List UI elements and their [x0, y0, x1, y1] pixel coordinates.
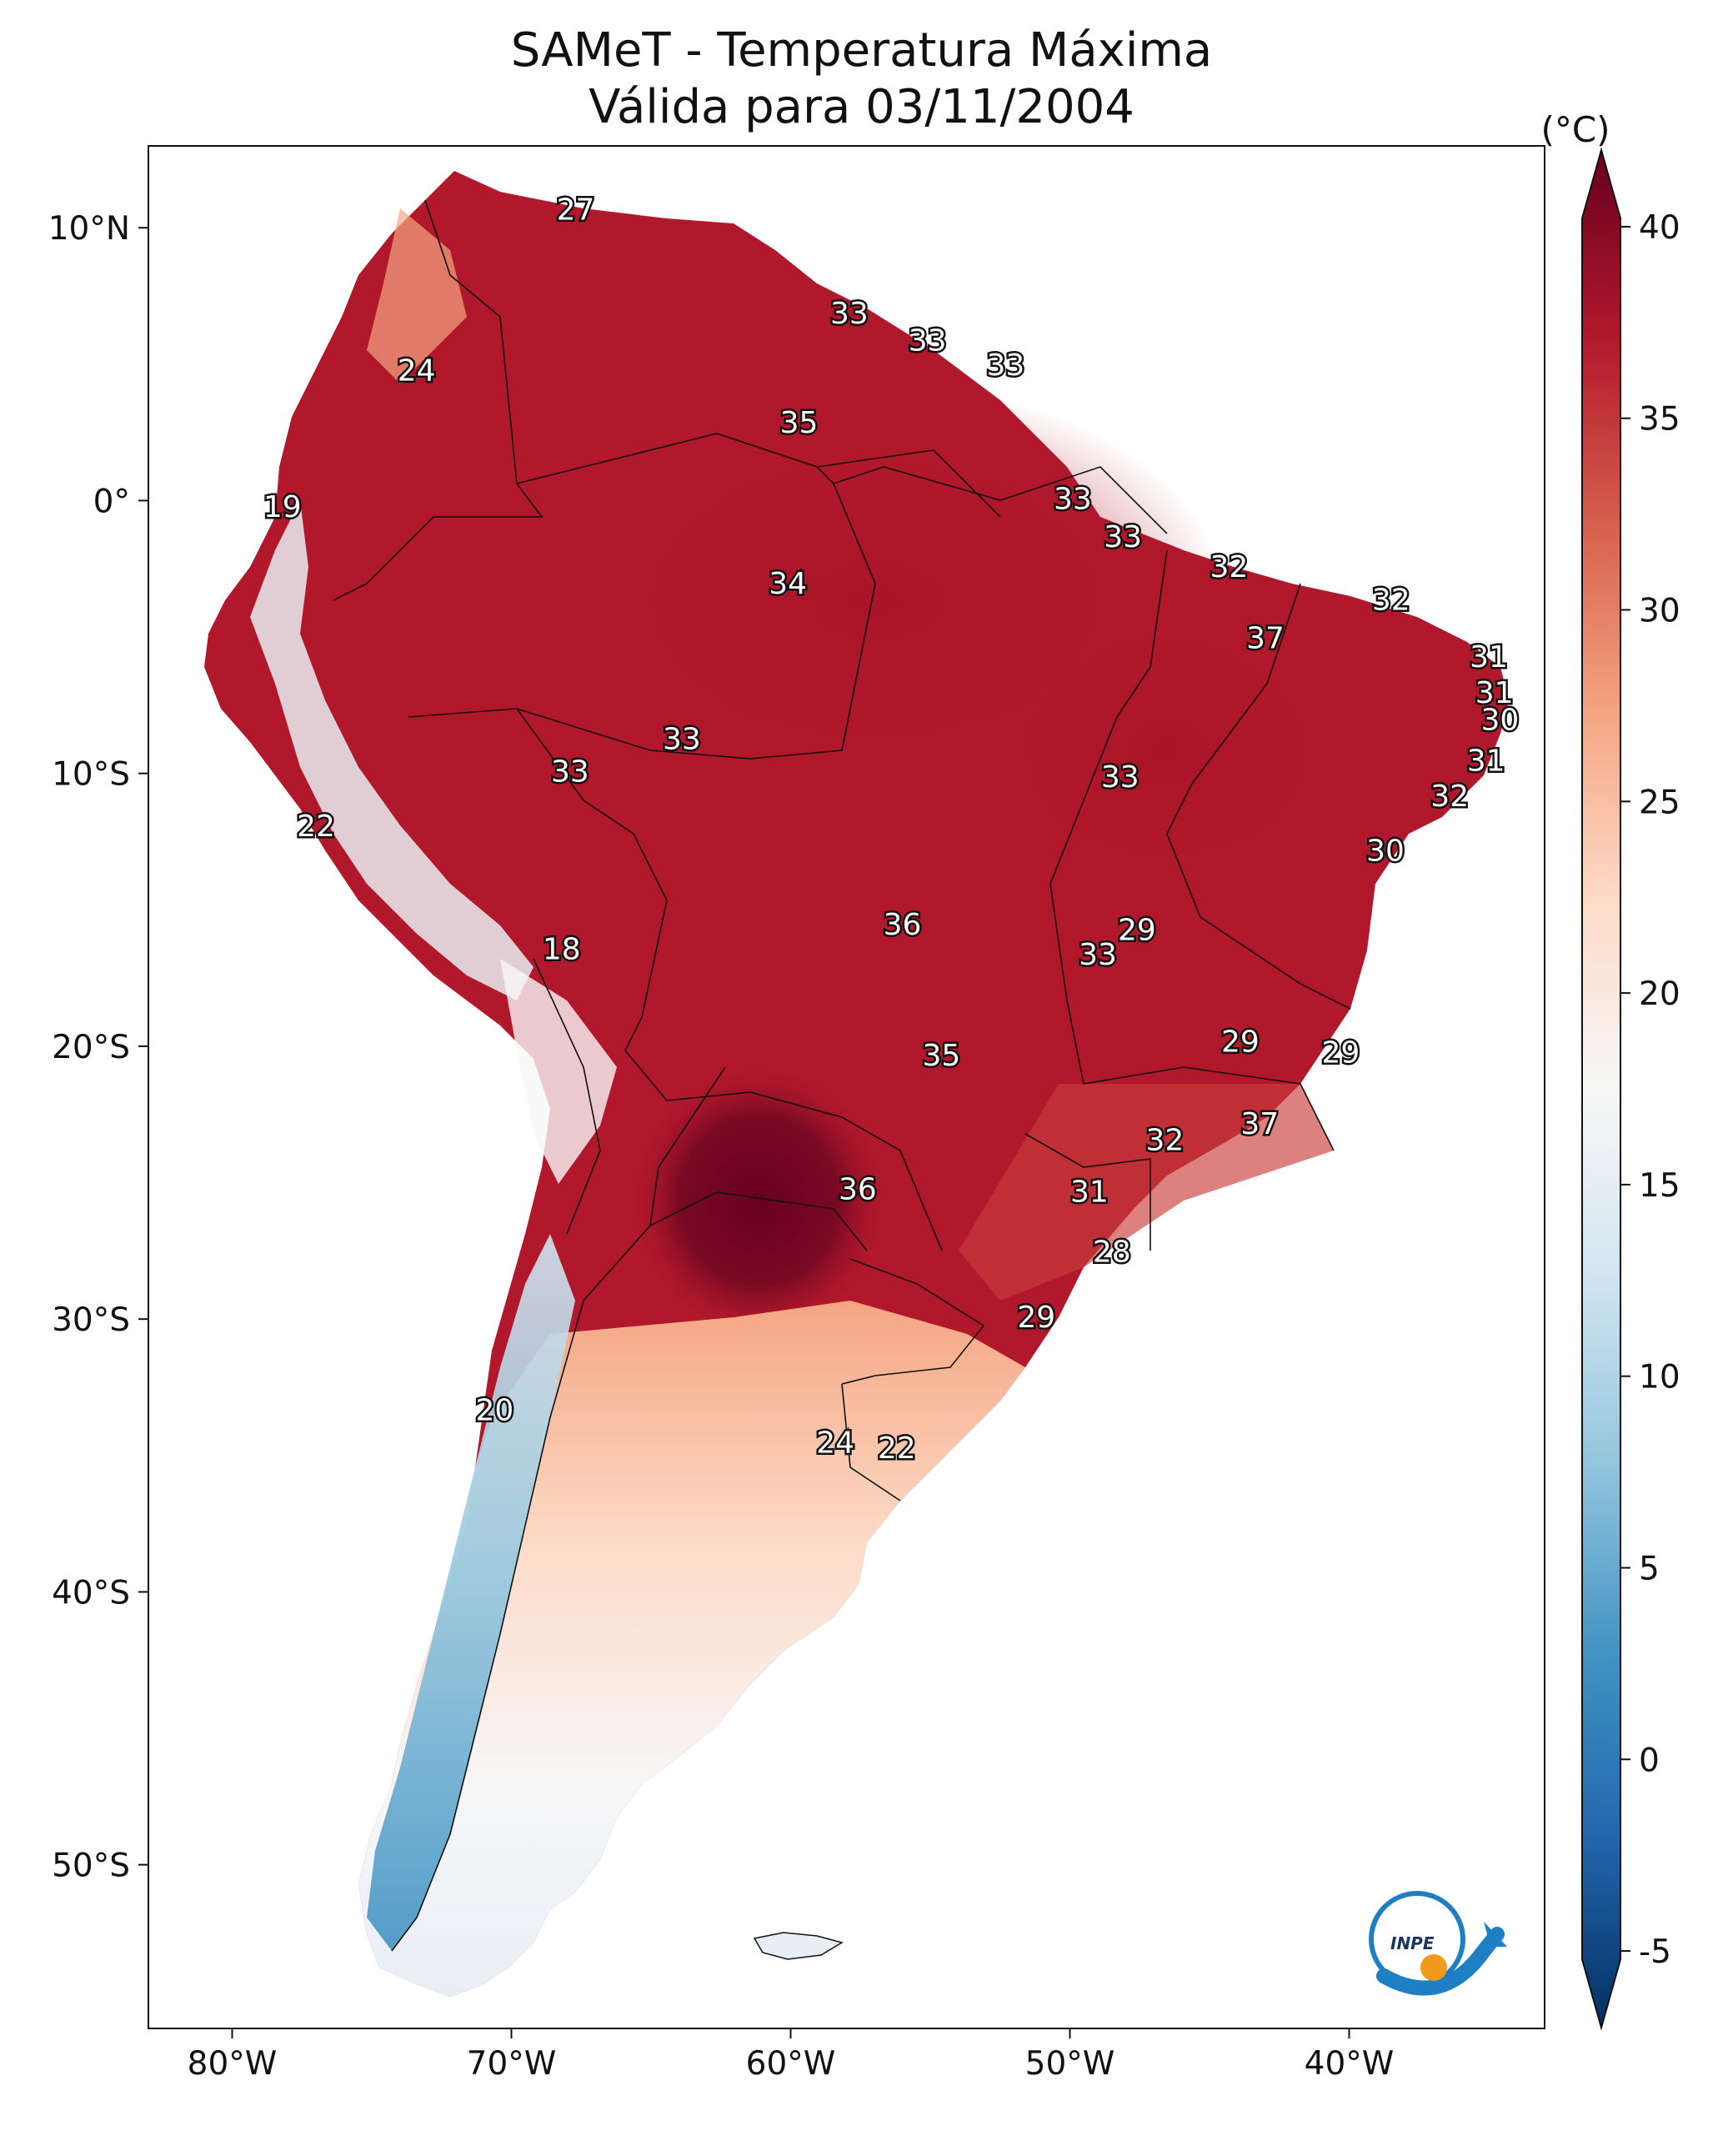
- station-value-label: 29: [1221, 1025, 1260, 1060]
- colorbar: 40 35 30 25 20 15 10 5 0 -5 (°C): [1540, 109, 1680, 2031]
- colorbar-tick-label: 15: [1639, 1167, 1680, 1205]
- lon-tick-label: 50°W: [1025, 2045, 1115, 2083]
- station-value-label: 32: [1145, 1123, 1184, 1157]
- plot-frame: [148, 145, 1545, 2029]
- colorbar-ticks: 40 35 30 25 20 15 10 5 0 -5: [1620, 209, 1680, 1971]
- station-value-label: 32: [1430, 780, 1469, 814]
- altiplano: [500, 959, 617, 1184]
- station-value-label: 29: [1118, 913, 1156, 947]
- station-value-label: 33: [830, 297, 869, 331]
- map-subtitle: Válida para 03/11/2004: [589, 80, 1134, 134]
- station-value-label: 33: [1054, 482, 1092, 516]
- logo-text: INPE: [1390, 1933, 1435, 1953]
- station-value-label: 30: [1366, 835, 1405, 869]
- map-title: SAMeT - Temperatura Máxima: [510, 23, 1213, 78]
- station-value-label: 33: [909, 324, 947, 358]
- station-value-label: 29: [1017, 1301, 1055, 1335]
- lat-tick-label: 30°S: [52, 1301, 130, 1339]
- station-value-label: 35: [780, 406, 819, 440]
- lat-tick-label: 20°S: [52, 1029, 130, 1066]
- station-value-label: 35: [922, 1039, 960, 1073]
- colorbar-tick-label: 30: [1639, 593, 1680, 630]
- northeast-hot-zone: [950, 584, 1384, 917]
- logo-sun-icon: [1420, 1954, 1447, 1981]
- station-value-label: 33: [551, 755, 589, 790]
- chaco-hot-core: [625, 1059, 892, 1342]
- logo-arc-icon: [1376, 1927, 1505, 1996]
- andes-cold-strip-south: [367, 1234, 575, 1951]
- lat-tick-label: 10°N: [48, 210, 130, 248]
- lat-tick-label: 0°: [93, 483, 130, 520]
- colorbar-tick-label: 35: [1639, 401, 1680, 439]
- lon-tick-label: 80°W: [188, 2045, 278, 2083]
- map-panel: [204, 171, 1509, 1997]
- station-value-label: 31: [1467, 745, 1505, 779]
- station-value-label: 24: [398, 354, 436, 389]
- colorbar-tick-label: 40: [1639, 209, 1680, 247]
- station-value-label: 32: [1372, 584, 1410, 618]
- station-value-label: 18: [543, 932, 581, 966]
- station-value-label: 22: [297, 810, 335, 844]
- logo-arrow-icon: [1484, 1922, 1507, 1947]
- station-value-label: 24: [816, 1426, 854, 1461]
- andes-cold-strip-north: [250, 500, 533, 1000]
- lon-tick-label: 70°W: [467, 2045, 557, 2083]
- station-value-label: 31: [1070, 1176, 1109, 1210]
- southeast-zone: [959, 1084, 1334, 1301]
- colorbar-tick-label: 5: [1639, 1550, 1660, 1587]
- inpe-logo: INPE: [1369, 1891, 1507, 1996]
- station-value-label: 33: [1101, 760, 1139, 795]
- station-value-label: 20: [475, 1393, 513, 1427]
- station-value-label: 36: [884, 908, 922, 942]
- station-value-label: 22: [878, 1431, 916, 1466]
- station-value-label: 28: [1093, 1236, 1131, 1270]
- colorbar-tick-label: 10: [1639, 1359, 1680, 1396]
- station-labels: 2724193333333533333232373131303132303433…: [261, 191, 1520, 1468]
- colorbar-tick-label: 0: [1639, 1742, 1660, 1779]
- station-value-label: 19: [263, 490, 302, 524]
- lat-tick-label: 10°S: [52, 756, 130, 794]
- station-value-label: 36: [839, 1172, 877, 1206]
- station-value-label: 37: [1240, 1107, 1279, 1141]
- station-value-label: 30: [1480, 703, 1519, 737]
- latitude-axis: 10°N 0° 10°S 20°S 30°S 40°S 50°S: [48, 210, 148, 1885]
- lon-tick-label: 60°W: [746, 2045, 836, 2083]
- station-value-label: 31: [1470, 640, 1508, 674]
- station-value-label: 37: [1246, 621, 1285, 655]
- colorbar-bar: [1581, 147, 1621, 2031]
- colorbar-tick-label: 20: [1639, 975, 1680, 1013]
- colorbar-tick-label: -5: [1639, 1933, 1671, 1971]
- lat-tick-label: 50°S: [52, 1848, 130, 1885]
- colorbar-tick-label: 25: [1639, 784, 1680, 821]
- lat-tick-label: 40°S: [52, 1574, 130, 1612]
- station-value-label: 31: [1475, 676, 1514, 710]
- station-value-label: 33: [1079, 938, 1117, 972]
- station-value-label: 33: [663, 722, 701, 756]
- country-borders: [333, 199, 1351, 1952]
- station-value-label: 27: [557, 193, 595, 228]
- station-value-label: 32: [1210, 550, 1249, 584]
- station-value-label: 34: [769, 567, 807, 601]
- lon-tick-label: 40°W: [1305, 2045, 1395, 2083]
- colorbar-unit: (°C): [1540, 109, 1610, 150]
- station-value-label: 33: [1104, 520, 1142, 554]
- station-value-label: 33: [987, 348, 1025, 383]
- station-value-label: 29: [1322, 1036, 1360, 1070]
- longitude-axis: 80°W 70°W 60°W 50°W 40°W: [188, 2028, 1395, 2083]
- falkland-islands: [753, 1932, 844, 1960]
